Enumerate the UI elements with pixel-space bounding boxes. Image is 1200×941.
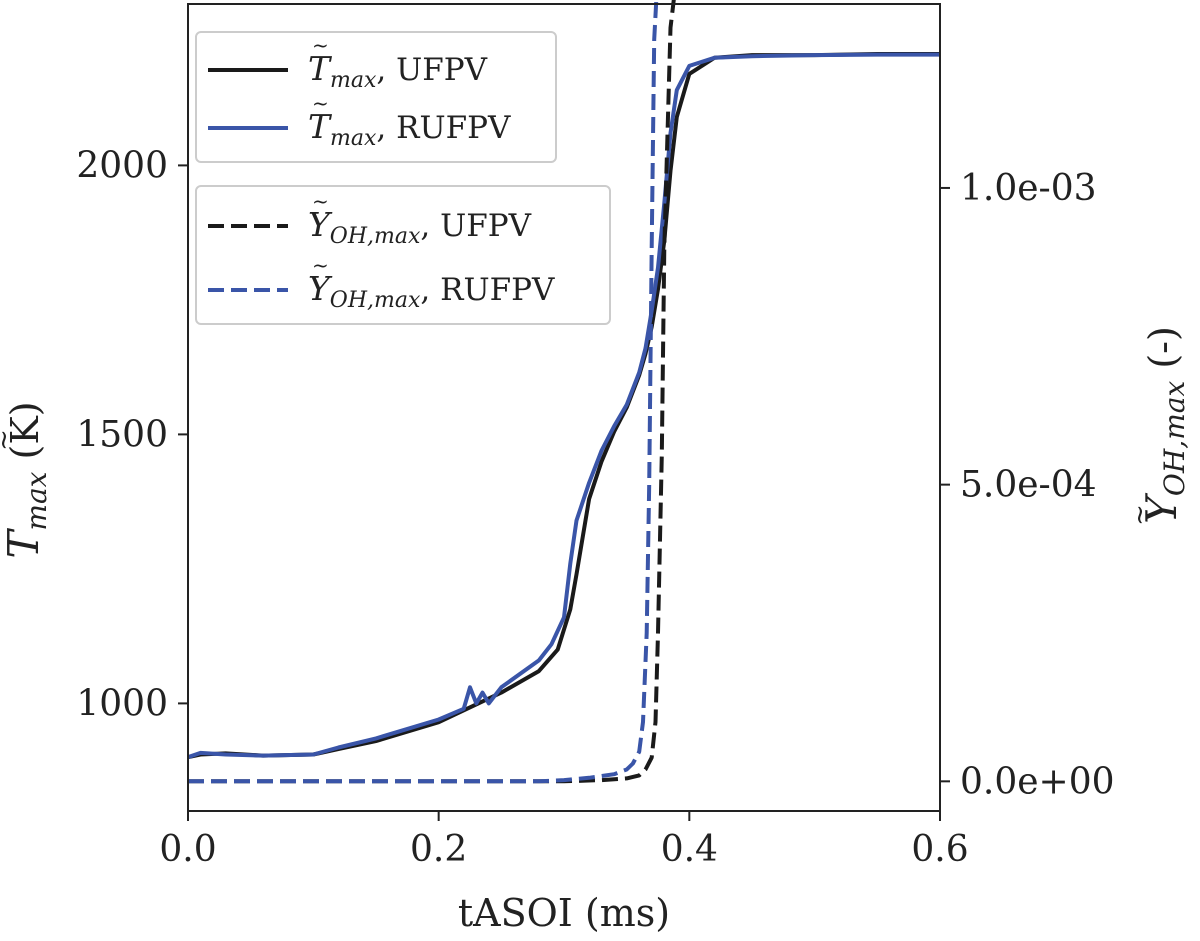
left-y-tick-label: 1000 <box>76 683 168 724</box>
legend-label: YOH,max, UFPV <box>308 205 532 249</box>
series-line-2 <box>188 0 676 784</box>
left-y-axis-unit: (K) <box>3 401 47 471</box>
legend-temperature: Tmax, UFPV~Tmax, RUFPV~ <box>195 31 557 163</box>
legend-subscript: OH,max <box>330 224 421 249</box>
legend-label: Tmax, UFPV <box>308 49 488 93</box>
x-tick-label: 0.2 <box>410 829 467 870</box>
svg-text:~: ~ <box>0 429 19 451</box>
x-axis-ticks: 0.0 0.2 0.4 0.6 <box>159 811 969 870</box>
svg-text:YOH,max (-): YOH,max (-) <box>1137 326 1191 524</box>
right-y-axis-unit: (-) <box>1141 326 1185 381</box>
right-y-tick-label: 5.0e-04 <box>960 465 1097 506</box>
svg-text:~: ~ <box>312 91 329 115</box>
right-y-axis-symbol: Y <box>1137 492 1186 524</box>
legend-text: , UFPV <box>420 208 531 244</box>
svg-text:~: ~ <box>312 33 329 57</box>
legend-subscript: max <box>330 68 377 93</box>
series-line-1 <box>187 52 940 760</box>
svg-text:~: ~ <box>312 253 329 277</box>
legend-subscript: OH,max <box>330 288 421 313</box>
legend-symbol: Y <box>308 269 333 308</box>
legend-label: YOH,max, RUFPV <box>308 269 555 313</box>
series-line-3 <box>188 0 659 784</box>
legend-label: Tmax, RUFPV <box>308 107 511 151</box>
legend-oh-mass-fraction: YOH,max, UFPV~YOH,max, RUFPV~ <box>195 185 611 325</box>
x-axis-label: tASOI (ms) <box>458 891 670 935</box>
legend-symbol: T <box>308 107 333 146</box>
left-y-axis-symbol: T <box>0 528 48 559</box>
legend-subscript: max <box>330 126 377 151</box>
svg-text:~: ~ <box>312 189 329 213</box>
left-y-axis-ticks: 1000 1500 2000 <box>76 145 188 724</box>
right-y-axis-ticks: 0.0e+00 5.0e-04 1.0e-03 <box>940 168 1115 802</box>
x-tick-label: 0.0 <box>159 829 216 870</box>
x-tick-label: 0.6 <box>911 829 968 870</box>
x-tick-label: 0.4 <box>661 829 718 870</box>
legend-text: , RUFPV <box>420 272 555 308</box>
svg-text:Tmax (K): Tmax (K) <box>0 401 53 558</box>
legend-text: , UFPV <box>376 52 487 88</box>
left-y-tick-label: 2000 <box>76 145 168 186</box>
legend-symbol: Y <box>308 205 333 244</box>
plot-frame <box>187 3 941 812</box>
plot-lines <box>187 0 940 784</box>
right-y-tick-label: 0.0e+00 <box>960 761 1115 802</box>
left-y-axis-subscript: max <box>20 471 53 530</box>
svg-text:~: ~ <box>1125 504 1155 526</box>
right-y-tick-label: 1.0e-03 <box>960 168 1097 209</box>
left-y-tick-label: 1500 <box>76 414 168 455</box>
legend-frame <box>195 185 611 325</box>
left-y-axis-label: Tmax (K) ~ <box>0 401 53 558</box>
right-y-axis-label: YOH,max (-) ~ <box>1125 326 1191 526</box>
legend-text: , RUFPV <box>376 110 511 146</box>
legend-symbol: T <box>308 49 333 88</box>
right-y-axis-subscript: OH,max <box>1158 381 1191 497</box>
